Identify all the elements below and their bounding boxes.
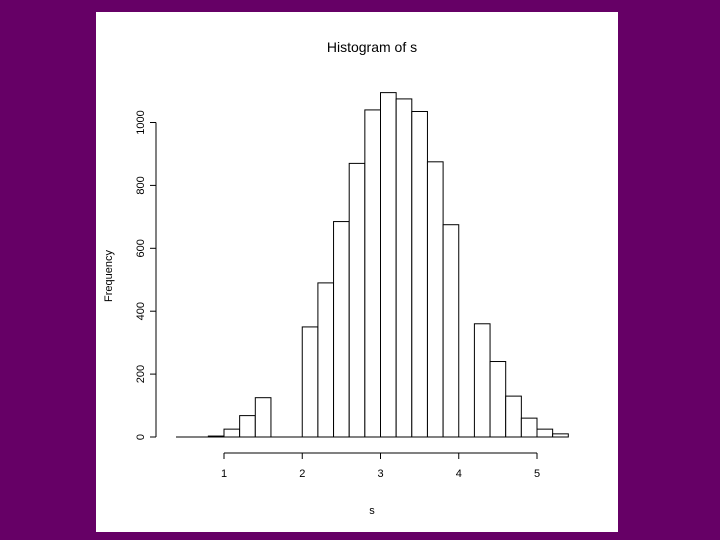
- histogram-bar: [239, 415, 256, 438]
- y-tick-label: 800: [135, 176, 147, 194]
- histogram-bar: [520, 417, 538, 438]
- y-tick-label: 0: [135, 434, 147, 440]
- histogram-bar: [442, 224, 460, 438]
- x-tick-label: 1: [221, 468, 227, 480]
- histogram-bar: [536, 428, 554, 438]
- histogram-bar: [505, 395, 522, 438]
- histogram-bar: [348, 162, 366, 438]
- histogram-bar: [395, 98, 413, 438]
- histogram-bar: [254, 397, 272, 438]
- histogram-bar: [473, 323, 491, 438]
- y-tick-label: 400: [135, 302, 147, 320]
- x-tick-label: 4: [456, 468, 462, 480]
- histogram-bar: [489, 361, 507, 438]
- x-tick-label: 3: [377, 468, 383, 480]
- histogram-bar: [223, 428, 241, 438]
- histogram-bar: [333, 221, 350, 438]
- y-tick-label: 1000: [135, 110, 147, 134]
- plot-panel: Histogram of s s Frequency 1 2 3 4 5 0 200 400…: [96, 12, 618, 532]
- histogram-bar: [317, 282, 335, 438]
- histogram-bar: [426, 161, 444, 438]
- y-axis-label: Frequency: [103, 250, 115, 302]
- histogram-bar: [380, 92, 397, 438]
- histogram-bar: [301, 326, 319, 438]
- y-tick-label: 600: [135, 239, 147, 257]
- histogram-chart: Histogram of s s Frequency 1 2 3 4 5 0 200 400…: [103, 39, 569, 517]
- x-axis-label: s: [369, 505, 375, 517]
- chart-title: Histogram of s: [327, 39, 417, 55]
- histogram-bar: [364, 109, 382, 438]
- x-tick-label: 5: [534, 468, 540, 480]
- y-tick-label: 200: [135, 365, 147, 383]
- x-tick-label: 2: [299, 468, 305, 480]
- histogram-bar: [411, 110, 428, 438]
